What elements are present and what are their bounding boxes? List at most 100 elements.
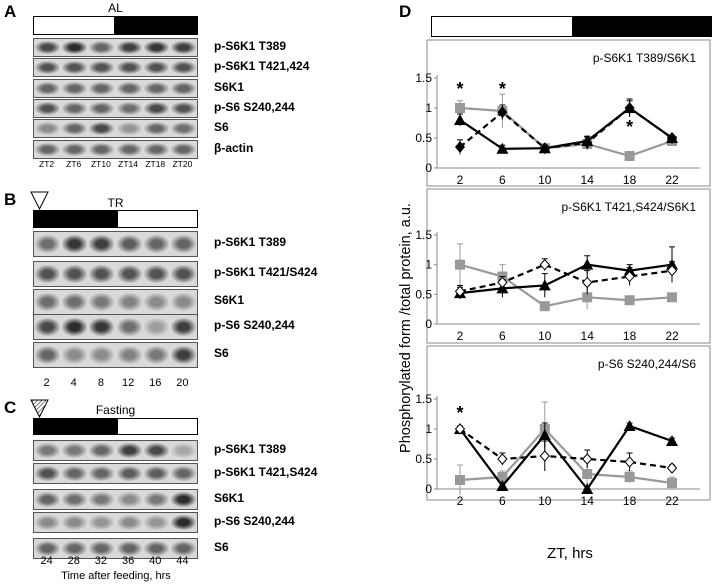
band: [62, 541, 88, 556]
x-tick-label: 14: [581, 329, 595, 343]
lane-label: ZT10: [90, 159, 111, 169]
blot-label: p-S6K1 T389: [214, 441, 287, 456]
data-point-square: [667, 292, 677, 303]
band: [170, 82, 196, 95]
data-point-diamond-open: [539, 258, 550, 271]
band: [116, 61, 142, 74]
band: [116, 264, 142, 284]
blot-label: p-S6K1 T389: [214, 235, 287, 249]
band: [89, 41, 115, 54]
band: [89, 122, 115, 135]
lane-label: 16: [149, 377, 162, 389]
series-line-al: [459, 106, 673, 150]
lane-label: 32: [94, 555, 108, 567]
band: [116, 122, 142, 135]
blot-b-0: [33, 231, 198, 257]
blot-label: p-S6 S240,244: [214, 318, 295, 332]
data-point-square: [455, 103, 465, 113]
band: [62, 82, 88, 95]
data-point-triangle: [496, 480, 509, 491]
band: [35, 443, 61, 458]
blot-label: p-S6K1 T421/S424: [214, 265, 318, 279]
lane-label: ZT6: [66, 159, 82, 169]
series-line-tr: [459, 424, 673, 491]
x-tick-label: 2: [457, 494, 464, 508]
x-tick-label: 2: [457, 173, 464, 187]
band: [89, 292, 115, 312]
lane-label: 40: [149, 555, 162, 567]
blot-label: p-S6 S240,244: [214, 513, 295, 528]
significance-star: *: [626, 117, 633, 137]
significance-star: *: [456, 403, 463, 423]
data-point-square: [539, 301, 550, 312]
band: [143, 102, 169, 115]
band: [170, 345, 196, 365]
data-point-diamond-open: [454, 285, 466, 298]
blot-b-1: [33, 261, 198, 287]
series-line-fasting: [459, 427, 673, 485]
dark-segment: [572, 17, 711, 36]
band: [89, 82, 115, 95]
band: [143, 143, 169, 156]
blot-label: S6K1: [214, 79, 245, 94]
lane-label: ZT20: [172, 159, 193, 169]
band: [170, 61, 196, 74]
data-point-triangle: [538, 279, 551, 291]
band: [62, 41, 88, 54]
lane-label: 12: [121, 377, 135, 389]
x-tick-label: 14: [581, 494, 595, 508]
blot-a-2: [33, 79, 198, 98]
data-point-triangle: [454, 114, 466, 125]
band: [143, 317, 169, 337]
data-point-diamond-open: [624, 456, 635, 468]
band: [143, 61, 169, 74]
band: [35, 492, 61, 507]
band: [35, 515, 61, 530]
band: [62, 443, 88, 458]
lane-label: ZT18: [145, 159, 166, 169]
band: [116, 345, 142, 365]
band: [62, 264, 88, 284]
lane-label: 20: [176, 377, 189, 389]
blot-c-2: [33, 489, 198, 510]
data-point-diamond: [455, 141, 465, 153]
data-point-square: [582, 292, 593, 303]
x-tick-label: 6: [499, 329, 506, 343]
y-tick-label: 1.5: [415, 228, 432, 242]
band: [116, 317, 142, 337]
data-point-square: [667, 478, 677, 488]
band: [89, 264, 115, 284]
dark-segment: [114, 17, 197, 34]
panel-letter-a: A: [4, 2, 17, 21]
band: [116, 143, 142, 156]
condition-label-fasting: Fasting: [95, 403, 136, 417]
fasting-start-hatched-triangle-icon: [30, 399, 49, 419]
series-line-fasting: [459, 263, 673, 308]
data-point-triangle: [666, 435, 678, 446]
blot-c-0: [33, 440, 198, 461]
blot-c-3: [33, 512, 198, 533]
light-dark-bar-a: [33, 16, 198, 35]
band: [170, 466, 196, 481]
data-point-diamond: [582, 136, 593, 149]
series-line-al: [459, 428, 673, 470]
data-point-square: [624, 295, 635, 306]
lane-label: ZT14: [118, 159, 138, 169]
blot-a-5: [33, 140, 198, 159]
light-dark-bar-b: [33, 210, 198, 228]
band: [35, 122, 61, 135]
x-tick-label: 6: [499, 173, 506, 187]
blot-b-3: [33, 314, 198, 340]
series-line-tr: [459, 263, 673, 295]
band: [116, 102, 142, 115]
chart-title: p-S6 S240,244/S6: [598, 357, 696, 371]
significance-star: *: [456, 79, 463, 99]
data-point-triangle: [623, 420, 636, 431]
lane-label: 2: [43, 377, 50, 389]
blot-b-2: [33, 289, 198, 315]
band: [116, 234, 142, 254]
band: [143, 492, 169, 507]
y-tick-label: 1.5: [415, 392, 432, 406]
band: [62, 143, 88, 156]
band: [89, 515, 115, 530]
